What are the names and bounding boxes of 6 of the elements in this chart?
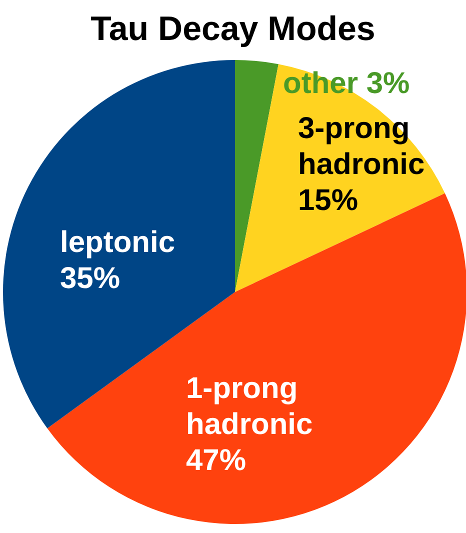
data-label: 47% [186,444,246,477]
chart-title: Tau Decay Modes [90,10,376,48]
data-label: 35% [60,262,120,295]
slice-label: leptonic [60,226,176,259]
data-label: 15% [298,184,358,217]
slice-label: 1-prong hadronic [186,372,313,441]
